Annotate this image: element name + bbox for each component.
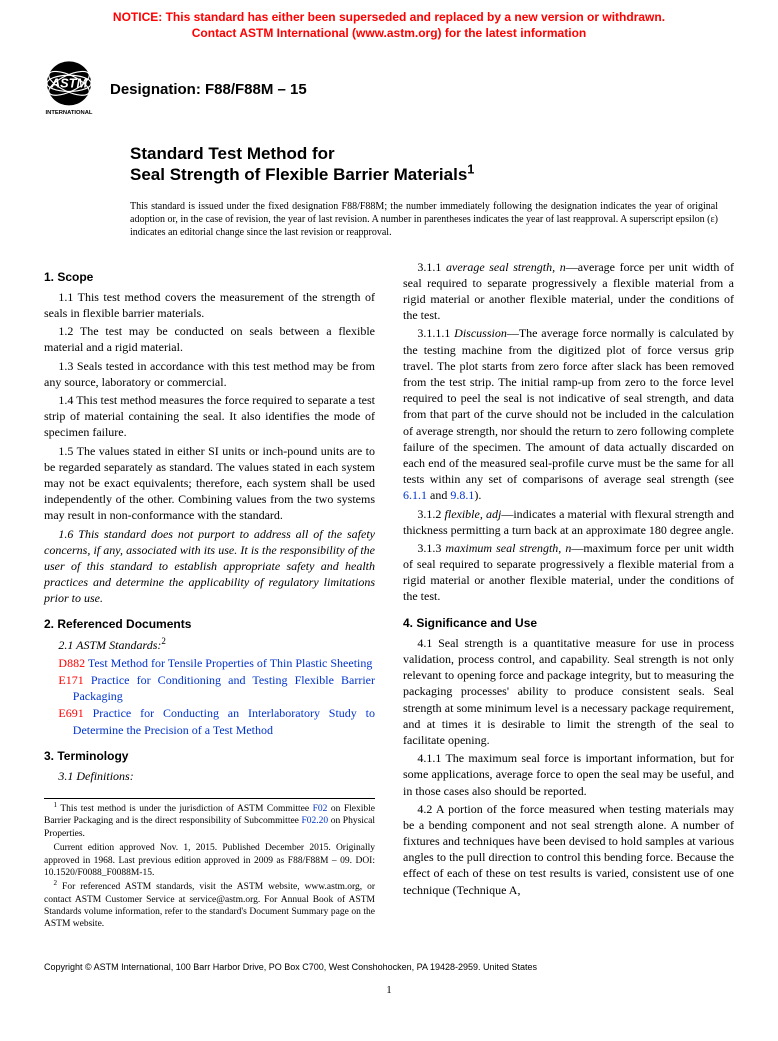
section-4-title: 4. Significance and Use <box>403 615 734 631</box>
para-2-1: 2.1 ASTM Standards:2 <box>44 637 375 653</box>
footnote-2: 2 For referenced ASTM standards, visit t… <box>44 881 375 930</box>
title-line2: Seal Strength of Flexible Barrier Materi… <box>130 164 738 185</box>
astm-logo: ASTM INTERNATIONAL <box>40 59 98 117</box>
notice-banner: NOTICE: This standard has either been su… <box>0 0 778 47</box>
para-3-1: 3.1 Definitions: <box>44 768 375 784</box>
page-number: 1 <box>0 977 778 1016</box>
para-4-1-1: 4.1.1 The maximum seal force is importan… <box>403 750 734 799</box>
section-3-title: 3. Terminology <box>44 748 375 764</box>
right-column: 3.1.1 average seal strength, n—average f… <box>403 259 734 933</box>
para-1-2: 1.2 The test may be conducted on seals b… <box>44 323 375 355</box>
header-row: ASTM INTERNATIONAL Designation: F88/F88M… <box>0 47 778 125</box>
para-3-1-1: 3.1.1 average seal strength, n—average f… <box>403 259 734 324</box>
para-1-1: 1.1 This test method covers the measurem… <box>44 289 375 321</box>
link-f0220[interactable]: F02.20 <box>301 816 328 826</box>
ref-d882[interactable]: D882 Test Method for Tensile Properties … <box>44 655 375 671</box>
para-1-5: 1.5 The values stated in either SI units… <box>44 443 375 524</box>
section-1-title: 1. Scope <box>44 269 375 285</box>
footnotes: 1 This test method is under the jurisdic… <box>44 798 375 930</box>
two-column-body: 1. Scope 1.1 This test method covers the… <box>0 253 778 933</box>
title-block: Standard Test Method for Seal Strength o… <box>0 125 778 190</box>
title-line1: Standard Test Method for <box>130 143 738 164</box>
para-3-1-3: 3.1.3 maximum seal strength, n—maximum f… <box>403 540 734 605</box>
designation: Designation: F88/F88M – 15 <box>110 76 307 100</box>
svg-text:INTERNATIONAL: INTERNATIONAL <box>46 110 93 116</box>
issuance-note: This standard is issued under the fixed … <box>0 190 778 253</box>
link-9-8-1[interactable]: 9.8.1 <box>450 488 474 502</box>
para-1-6: 1.6 This standard does not purport to ad… <box>44 526 375 607</box>
copyright-line: Copyright © ASTM International, 100 Barr… <box>0 933 778 977</box>
link-6-1-1[interactable]: 6.1.1 <box>403 488 427 502</box>
para-3-1-2: 3.1.2 flexible, adj—indicates a material… <box>403 506 734 538</box>
para-1-4: 1.4 This test method measures the force … <box>44 392 375 441</box>
left-column: 1. Scope 1.1 This test method covers the… <box>44 259 375 933</box>
link-f02[interactable]: F02 <box>313 804 328 814</box>
para-4-1: 4.1 Seal strength is a quantitative meas… <box>403 635 734 748</box>
para-4-2: 4.2 A portion of the force measured when… <box>403 801 734 898</box>
para-3-1-1-1: 3.1.1.1 Discussion—The average force nor… <box>403 325 734 503</box>
section-2-title: 2. Referenced Documents <box>44 616 375 632</box>
ref-e691[interactable]: E691 Practice for Conducting an Interlab… <box>44 705 375 737</box>
para-1-3: 1.3 Seals tested in accordance with this… <box>44 358 375 390</box>
svg-text:ASTM: ASTM <box>50 76 88 91</box>
notice-line2: Contact ASTM International (www.astm.org… <box>192 26 586 40</box>
ref-e171[interactable]: E171 Practice for Conditioning and Testi… <box>44 672 375 704</box>
footnote-1: 1 This test method is under the jurisdic… <box>44 803 375 840</box>
footnote-1b: Current edition approved Nov. 1, 2015. P… <box>44 842 375 879</box>
notice-line1: NOTICE: This standard has either been su… <box>113 10 665 24</box>
